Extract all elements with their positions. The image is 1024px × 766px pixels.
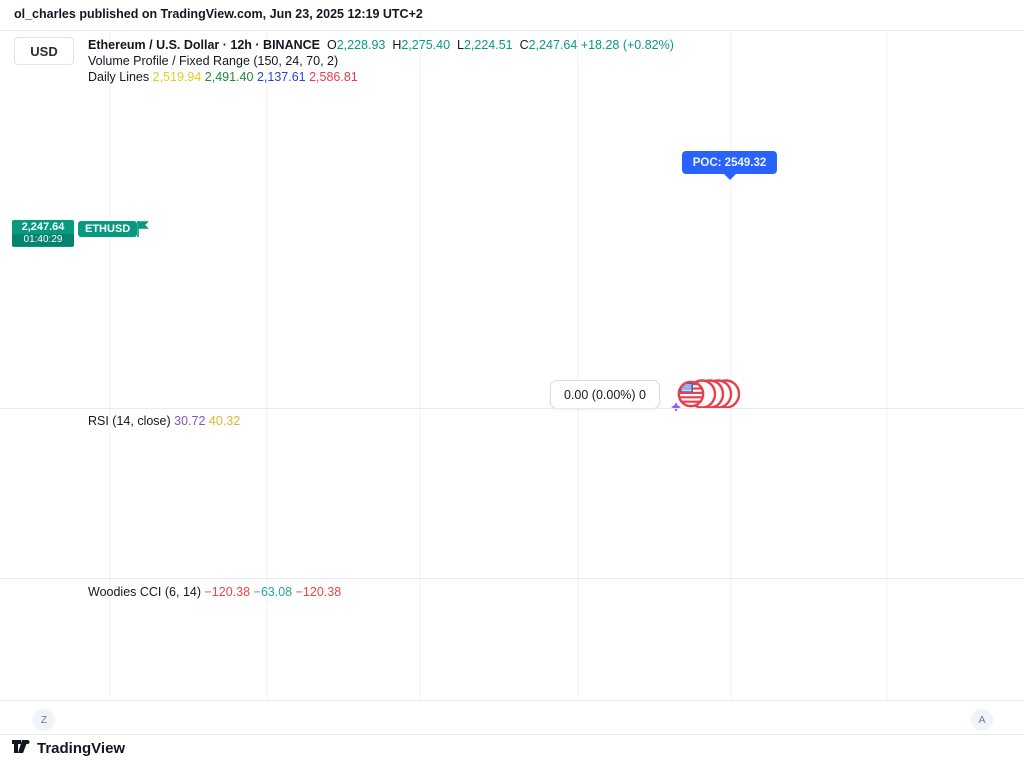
divider-top — [0, 30, 1024, 31]
cci-value-2: −63.08 — [253, 585, 293, 599]
last-price-badge: 2,247.64 01:40:29 — [12, 220, 74, 247]
rsi-title: RSI (14, close) — [88, 414, 171, 428]
ohlc-high: H2,275.40 — [392, 38, 451, 52]
rsi-value: 30.72 — [174, 414, 206, 428]
performance-pill: 0.00 (0.00%) 0 — [550, 380, 660, 409]
symbol-title[interactable]: Ethereum / U.S. Dollar · 12h · BINANCE — [88, 38, 320, 52]
ohlc-open: O2,228.93 — [326, 38, 386, 52]
cci-value-1: −120.38 — [204, 585, 251, 599]
cci-title: Woodies CCI (6, 14) — [88, 585, 202, 599]
rsi-header[interactable]: RSI (14, close) 30.72 40.32 — [88, 414, 240, 428]
daily-line-blue-value: 2,137.61 — [256, 70, 306, 84]
cci-header[interactable]: Woodies CCI (6, 14) −120.38 −63.08 −120.… — [88, 585, 341, 599]
published-info: ol_charles published on TradingView.com,… — [14, 7, 423, 21]
symbol-tag[interactable]: ETHUSD — [78, 221, 138, 237]
volume-profile-legend[interactable]: Volume Profile / Fixed Range (150, 24, 7… — [88, 54, 339, 68]
us-flag-stack-icon — [671, 379, 741, 412]
scroll-right-button[interactable]: A — [971, 709, 993, 731]
divider-main-rsi — [0, 408, 1024, 409]
tradingview-logo[interactable]: TradingView — [12, 740, 125, 757]
divider-rsi-cci — [0, 578, 1024, 579]
poc-badge: POC: 2549.32 — [682, 151, 777, 180]
last-price-value: 2,247.64 — [21, 221, 65, 233]
sparkle-icon — [671, 402, 681, 412]
scroll-left-button[interactable]: Z — [33, 709, 55, 731]
ohlc-close: C2,247.64 — [519, 38, 578, 52]
ohlc-low: L2,224.51 — [457, 38, 513, 52]
bar-countdown: 01:40:29 — [12, 234, 74, 246]
rsi-ma-value: 40.32 — [208, 414, 241, 428]
daily-line-green-value: 2,491.40 — [204, 70, 254, 84]
daily-line-red-value: 2,586.81 — [309, 70, 358, 84]
symbol-legend: Ethereum / U.S. Dollar · 12h · BINANCE O… — [88, 38, 674, 52]
divider-cci-axis — [0, 700, 1024, 701]
divider-axis-footer — [0, 734, 1024, 735]
cci-value-3: −120.38 — [295, 585, 342, 599]
symbol-flag-icon — [137, 221, 149, 237]
daily-line-yellow-value: 2,519.94 — [152, 70, 202, 84]
tradingview-brand-text: TradingView — [37, 740, 126, 757]
daily-lines-legend[interactable]: Daily Lines 2,519.94 2,491.40 2,137.61 2… — [88, 70, 358, 84]
tradingview-mark-icon — [12, 740, 30, 753]
change-value: +18.28 (+0.82%) — [580, 38, 674, 52]
currency-selector[interactable]: USD — [14, 37, 74, 65]
